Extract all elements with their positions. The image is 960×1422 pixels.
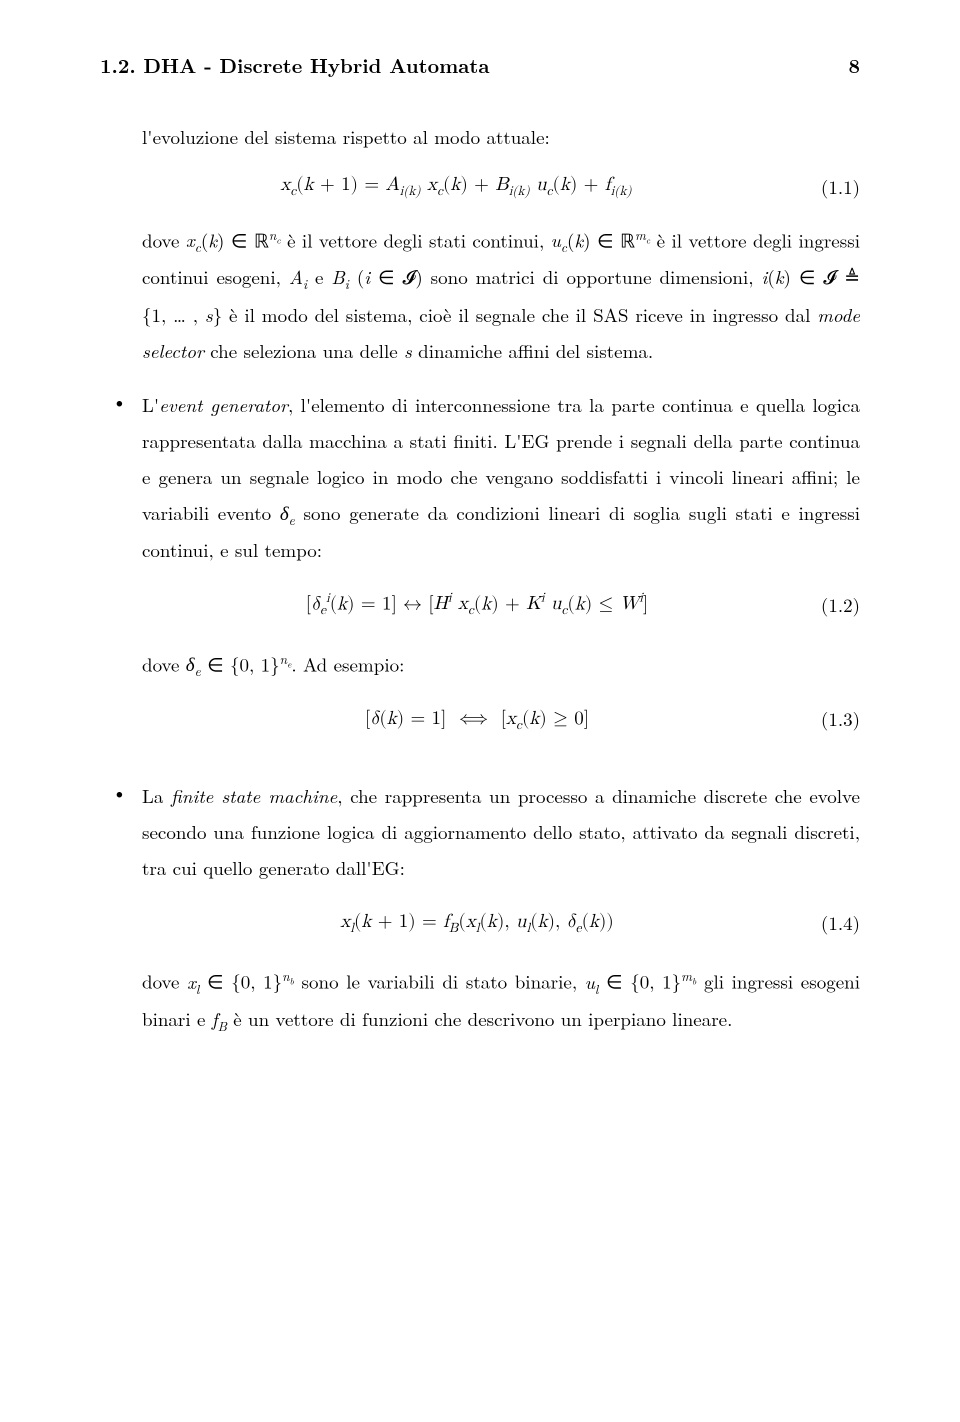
equation-2: [δei(k) = 1] ↔ [Hi xc(k) + Ki uc(k) ≤ Wi… <box>142 586 812 623</box>
equation-2-number: (1.2) <box>812 587 860 623</box>
para-after-eq4: dove xl ∈ {0, 1}nb sono le variabili di … <box>142 963 860 1037</box>
page: 1.2. DHA - Discrete Hybrid Automata 8 l'… <box>0 0 960 1422</box>
section-title: 1.2. DHA - Discrete Hybrid Automata <box>100 50 490 79</box>
bullet-dot-icon: • <box>100 387 142 760</box>
bullet-eg-body: L'event generator, l'elemento di interco… <box>142 387 860 760</box>
equation-4-row: xl(k + 1) = fB(xl(k), ul(k), δe(k)) (1.4… <box>142 904 860 941</box>
page-number: 8 <box>849 50 861 79</box>
intro-line: l'evoluzione del sistema rispetto al mod… <box>142 119 860 155</box>
equation-1-number: (1.1) <box>812 173 860 200</box>
bullet-dot-icon: • <box>100 778 142 1038</box>
para-after-eq1: dove xc(k) ∈ ℝnc è il vettore degli stat… <box>142 222 860 369</box>
equation-4: xl(k + 1) = fB(xl(k), ul(k), δe(k)) <box>142 904 812 941</box>
equation-4-number: (1.4) <box>812 905 860 941</box>
bullet-fsm: • La finite state machine, che rappresen… <box>100 778 860 1038</box>
bullet-fsm-body: La finite state machine, che rappresenta… <box>142 778 860 1038</box>
bullet-event-generator: • L'event generator, l'elemento di inter… <box>100 387 860 760</box>
equation-3-number: (1.3) <box>812 701 860 737</box>
equation-3-row: [δ(k) = 1] ⟺ [xc(k) ≥ 0] (1.3) <box>142 701 860 738</box>
equation-1: xc(k + 1) = Ai(k) xc(k) + Bi(k) uc(k) + … <box>100 173 812 200</box>
equation-2-row: [δei(k) = 1] ↔ [Hi xc(k) + Ki uc(k) ≤ Wi… <box>142 586 860 623</box>
page-header: 1.2. DHA - Discrete Hybrid Automata 8 <box>100 50 860 79</box>
equation-3: [δ(k) = 1] ⟺ [xc(k) ≥ 0] <box>142 701 812 738</box>
equation-1-row: xc(k + 1) = Ai(k) xc(k) + Bi(k) uc(k) + … <box>100 173 860 200</box>
para-after-eq2: dove δe ∈ {0, 1}ne. Ad esempio: <box>142 646 860 683</box>
